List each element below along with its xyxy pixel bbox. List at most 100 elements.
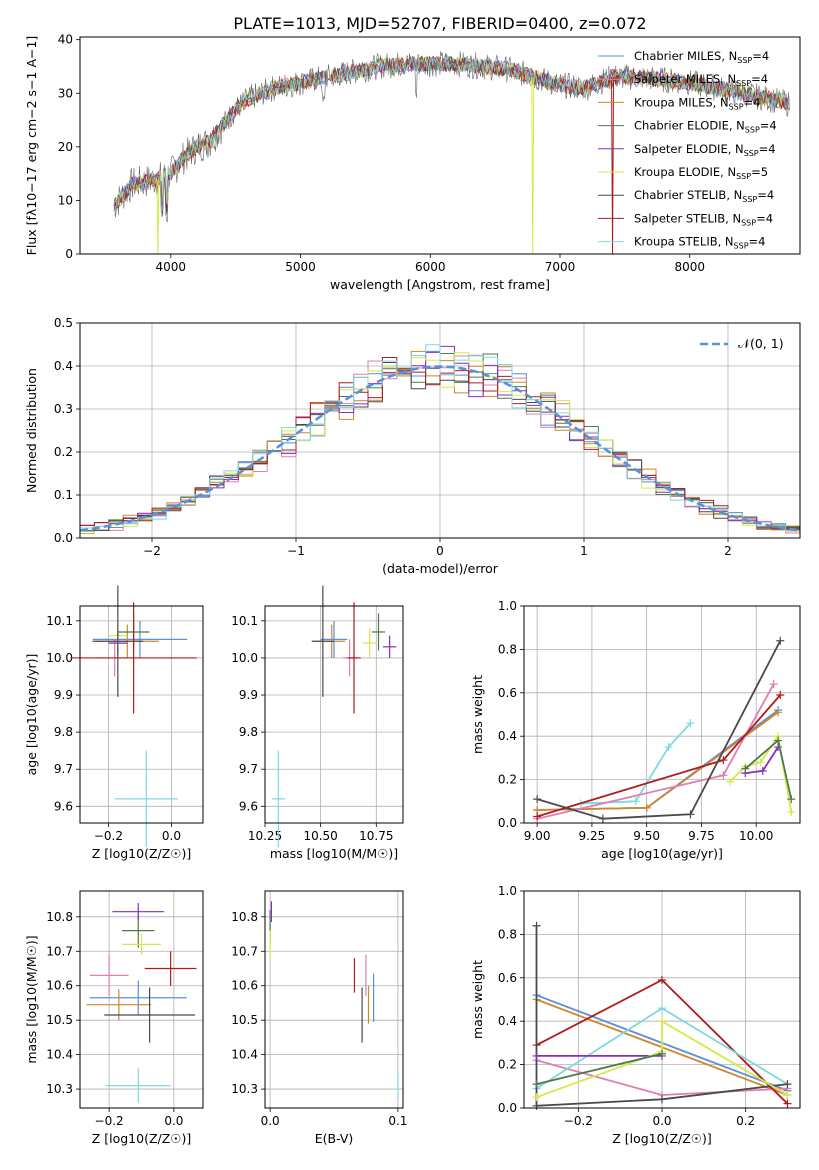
spectrum-dip [156, 178, 160, 254]
x-tick-label: 10.50 [303, 829, 337, 843]
error-bars [269, 901, 399, 1100]
histogram-step [80, 344, 800, 531]
x-axis-label: age [log10(age/yr)] [601, 846, 723, 861]
y-tick-label: 0.8 [498, 642, 517, 656]
spectrum-dip [611, 77, 615, 254]
grid-lines [80, 891, 203, 1108]
weight-marker [783, 1099, 792, 1108]
error-bars [271, 585, 397, 848]
errorbar-point [320, 620, 348, 658]
spectrum-dip [531, 76, 535, 254]
x-tick-label: 4000 [156, 260, 187, 274]
weight-marker [758, 766, 767, 775]
weight-series-line [535, 925, 788, 1107]
plot-area [533, 636, 796, 823]
weight-marker [631, 797, 640, 806]
grid-lines [80, 606, 203, 823]
y-tick-label: 10.0 [231, 651, 258, 665]
plot-area [86, 903, 197, 1103]
y-tick-label: 0.3 [54, 402, 73, 416]
x-tick-label: −2 [143, 544, 161, 558]
x-axis-label: wavelength [Angstrom, rest frame] [330, 277, 550, 292]
y-tick-label: 9.9 [239, 688, 258, 702]
y-tick-label: 1.0 [498, 599, 517, 613]
x-axis-label: E(B-V) [315, 1131, 354, 1146]
y-tick-label: 0.6 [498, 686, 517, 700]
y-tick-label: 0.2 [498, 1058, 517, 1072]
plot-area [113, 51, 790, 254]
figure-title: PLATE=1013, MJD=52707, FIBERID=0400, z=0… [233, 14, 646, 33]
spectrum-lines [113, 51, 790, 254]
x-tick-label: 8000 [674, 260, 705, 274]
panels: 4000 5000 6000 7000 8000010203040wavelength … [24, 33, 801, 1146]
y-tick-label: 0.4 [54, 359, 73, 373]
errorbar-point [311, 585, 334, 697]
y-tick-label: 0.8 [498, 927, 517, 941]
y-tick-label: 10.4 [46, 1048, 73, 1062]
weight-series-line [580, 722, 692, 805]
y-tick-label: 10.7 [46, 944, 73, 958]
y-tick-label: 10.5 [46, 1013, 73, 1027]
y-tick-label: 9.6 [239, 799, 258, 813]
x-tick-label: 7000 [545, 260, 576, 274]
errorbar-point [371, 613, 386, 651]
y-axis-label: Normed distribution [24, 368, 39, 493]
legend-label: Salpeter ELODIE, NSSP=4 [634, 142, 776, 158]
weight-marker [664, 743, 673, 752]
panel-mass_vs_z: −0.2 0.0 10.3 10.4 10.5 10.6 10.7 10.8 Z [log10(… [24, 890, 204, 1146]
weight-marker [532, 1051, 541, 1060]
panel-age_vs_z: −0.2 0.0 9.6 9.7 9.8 9.9 10.0 10.1 Z [log10(Z/Z☉… [24, 585, 204, 861]
panel-weight_vs_age: 9.00 9.25 9.50 9.75 10.00 0.0 0.2 0.4 0.6 0.8 1.0 a… [470, 599, 801, 861]
x-tick-label: 0.0 [162, 829, 181, 843]
axes-frame [523, 890, 801, 1109]
panel-residuals: −2 −1 0 1 2 0.0 0.1 0.2 0.3 0.4 0.5 (data-model)/er… [24, 316, 801, 576]
weight-series-line [536, 1019, 788, 1099]
panel-age_vs_mass: 10.25 10.50 10.75 9.6 9.7 9.8 9.9 10.0 10.1 mass … [231, 585, 404, 861]
x-axis-label: mass [log10(M/M☉)] [270, 846, 398, 861]
legend-label: Salpeter STELIB, NSSP=4 [634, 211, 773, 227]
y-tick-label: 10.8 [231, 910, 258, 924]
weight-marker [598, 814, 607, 823]
legend: Chabrier MILES, NSSP=4 Salpeter MILES, NS… [598, 49, 777, 251]
y-tick-label: 30 [58, 86, 73, 100]
y-tick-label: 10.6 [231, 979, 258, 993]
weight-marker [787, 795, 796, 804]
y-tick-label: 0.2 [54, 445, 73, 459]
y-tick-label: 20 [58, 140, 73, 154]
axes-frame [523, 605, 801, 824]
weight-marker [533, 812, 542, 821]
x-tick-label: 10.25 [248, 829, 282, 843]
x-axis-label: (data-model)/error [382, 561, 499, 576]
weight-series-line [536, 640, 782, 820]
y-tick-label: 0.0 [54, 531, 73, 545]
weight-marker [686, 719, 695, 728]
x-tick-label: 0 [436, 544, 444, 558]
y-tick-label: 0.1 [54, 488, 73, 502]
weight-marker [776, 636, 785, 645]
x-axis-label: Z [log10(Z/Z☉)] [612, 1131, 712, 1146]
panel-mass_vs_ebv: 0.0 0.1 10.3 10.4 10.5 10.6 10.7 10.8 E(B-V) [231, 890, 407, 1146]
errorbar-point [104, 987, 195, 1043]
x-tick-label: 0.0 [261, 1114, 280, 1128]
errorbar-point [89, 954, 129, 997]
y-tick-label: 0.5 [54, 316, 73, 330]
weight-marker [774, 708, 783, 717]
weight-marker [642, 803, 651, 812]
weight-marker [658, 975, 666, 984]
y-tick-label: 0 [65, 247, 73, 261]
y-tick-label: 9.6 [54, 799, 73, 813]
weight-series-line [536, 1052, 663, 1085]
weight-marker [776, 690, 785, 699]
y-tick-label: 9.7 [239, 762, 258, 776]
plot-area [271, 585, 397, 848]
axes-frame [79, 890, 204, 1109]
errorbar-point [347, 602, 361, 714]
weight-marker [783, 1080, 792, 1089]
panel-weight_vs_z: −0.2 0.0 0.2 0.0 0.2 0.4 0.6 0.8 1.0 Z [log10(Z/Z… [470, 884, 801, 1146]
x-tick-label: −1 [287, 544, 305, 558]
y-tick-label: 9.7 [54, 762, 73, 776]
weight-marker [658, 1049, 666, 1058]
x-tick-label: 2 [724, 544, 732, 558]
plot-area [269, 901, 399, 1100]
